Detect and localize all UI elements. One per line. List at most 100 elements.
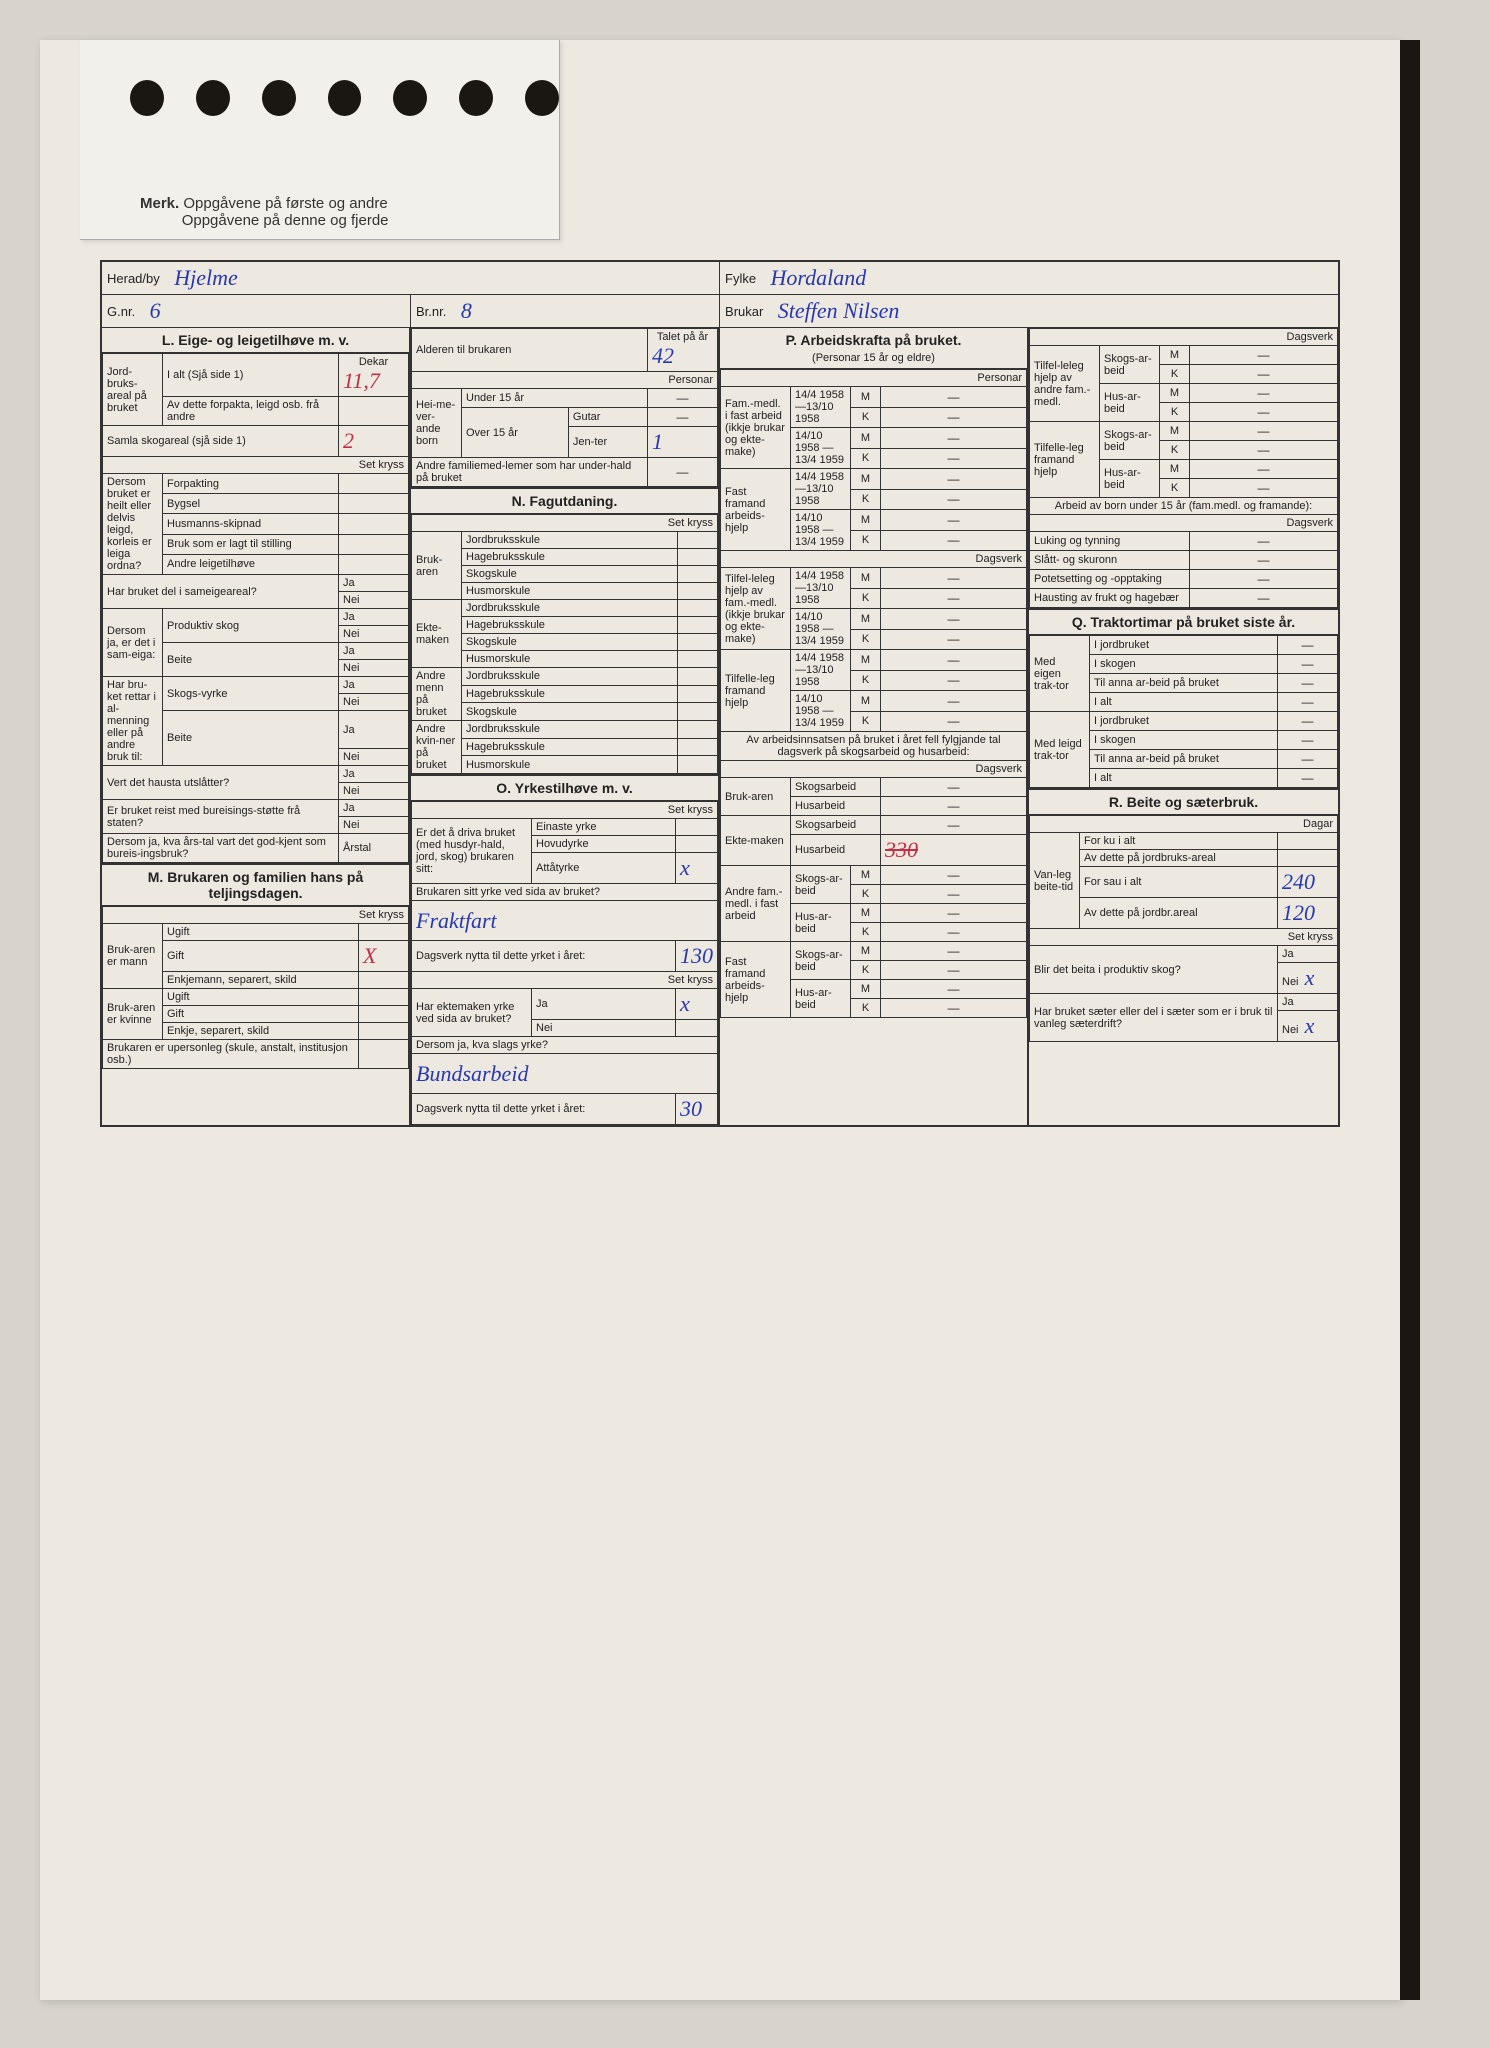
tilfframand: Tilfelle-leg framand hjelp (1030, 422, 1100, 498)
husar: Hus-ar-beid (791, 904, 851, 942)
ialt: I alt (1090, 769, 1278, 788)
talet: Talet på år (652, 331, 713, 343)
andrekvinner: Andre kvin-ner på bruket (412, 721, 462, 774)
skogen: I skogen (1090, 731, 1278, 750)
setkryss: Set kryss (1030, 929, 1338, 946)
hole (393, 80, 427, 116)
fammedl: Fam.-medl. i fast arbeid (ikkje brukar o… (721, 387, 791, 469)
tilfframand: Tilfelle-leg framand hjelp (721, 650, 791, 732)
over15: Over 15 år (462, 408, 569, 458)
atta-mark: x (680, 855, 690, 880)
setkryss: Set kryss (412, 972, 718, 989)
nei: Nei (339, 817, 409, 834)
hagebruksskule: Hagebruksskule (462, 738, 678, 756)
avdette-ku: Av dette på jordbruks-areal (1080, 850, 1278, 867)
ja: Ja (339, 609, 409, 626)
personar: Personar (412, 372, 718, 389)
col-right: Dagsverk Tilfel-leleg hjelp av andre fam… (1029, 328, 1338, 1125)
dekar-label: Dekar (343, 356, 404, 368)
husarbeid: Hus-ar-beid (1100, 384, 1160, 422)
p1958b: 14/10 1958 —13/4 1959 (791, 510, 851, 551)
jordbruksskule: Jordbruksskule (462, 668, 678, 686)
top-tab: Merk. Oppgåvene på første og andre Oppgå… (80, 40, 560, 240)
under15: Under 15 år (462, 389, 648, 408)
M: M (1160, 460, 1190, 479)
jenter-value: 1 (652, 429, 663, 454)
ja: Ja (339, 677, 409, 694)
punch-holes (80, 40, 559, 116)
slags-value: Bundsarbeid (416, 1061, 528, 1086)
leigd: Med leigd trak-tor (1030, 712, 1090, 788)
gnr-value: 6 (150, 298, 161, 324)
main-columns: L. Eige- og leigetilhøve m. v. Jord-bruk… (102, 328, 1338, 1125)
mann-label: Bruk-aren er mann (103, 924, 163, 989)
P-table: Personar Fam.-medl. i fast arbeid (ikkje… (720, 369, 1027, 1018)
husmorskule: Husmorskule (462, 651, 678, 668)
setkryss: Set kryss (103, 907, 409, 924)
Q-table: Med eigen trak-tor I jordbruket— I skoge… (1029, 635, 1338, 788)
born-label: Arbeid av born under 15 år (fam.medl. og… (1030, 498, 1338, 515)
skogen: I skogen (1090, 655, 1278, 674)
nei: Nei (339, 660, 409, 677)
gift: Gift (163, 941, 359, 972)
p1958a: 14/4 1958 —13/10 1958 (791, 568, 851, 609)
jenter: Jen-ter (568, 427, 647, 458)
nei: Nei (339, 592, 409, 609)
M: M (1160, 422, 1190, 441)
andre-leige: Andre leigetilhøve (163, 554, 339, 574)
ialt-label: I alt (Sjå side 1) (163, 354, 339, 397)
N-table: Set kryss Bruk-aren Jordbruksskule Hageb… (411, 514, 718, 774)
K: K (851, 923, 881, 942)
enkje2: Enkje, separert, skild (163, 1023, 359, 1040)
alder-label: Alderen til brukaren (412, 329, 648, 372)
dagsverk: Dagsverk (1030, 515, 1338, 532)
setkryss: Set kryss (412, 515, 718, 532)
einaste: Einaste yrke (532, 819, 676, 836)
nei: Nei (1282, 976, 1299, 988)
setkryss: Set kryss (103, 457, 409, 474)
dersomja-label: Dersom ja, er det i sam-eiga: (103, 609, 163, 677)
produktiv: Produktiv skog (163, 609, 339, 643)
saeter-label: Har bruket sæter eller del i sæter som e… (1030, 994, 1278, 1042)
hole (196, 80, 230, 116)
nei-mark1: x (1305, 965, 1315, 990)
skogsarbeid: Skogsarbeid (791, 816, 881, 835)
K: K (851, 711, 881, 732)
ja: Ja (1282, 996, 1294, 1008)
gutar: Gutar (568, 408, 647, 427)
nei: Nei (339, 749, 409, 766)
O-title: O. Yrkestilhøve m. v. (411, 774, 718, 801)
rettar-label: Har bru-ket rettar i al-menning eller på… (103, 677, 163, 766)
sau: For sau i alt (1080, 867, 1278, 898)
dagsverk: Dagsverk (1030, 329, 1338, 346)
fylke-label: Fylke (725, 271, 756, 286)
ektemaken: Ekte-maken (721, 816, 791, 866)
arstal: Årstal (339, 834, 409, 863)
col-P: P. Arbeidskrafta på bruket. (Personar 15… (720, 328, 1029, 1125)
jordbruks-label: Jord-bruks-areal på bruket (103, 354, 163, 426)
N-title: N. Fagutdaning. (411, 487, 718, 514)
ja: Ja (339, 711, 409, 749)
gift-mark: X (363, 943, 376, 968)
kvinne-label: Bruk-aren er kvinne (103, 989, 163, 1040)
p1958a: 14/4 1958 —13/10 1958 (791, 469, 851, 510)
setkryss: Set kryss (412, 802, 718, 819)
K: K (851, 530, 881, 551)
hole (262, 80, 296, 116)
andrefam: Andre fam.-medl. i fast arbeid (721, 866, 791, 942)
skogskule: Skogskule (462, 703, 678, 721)
skogsarbeid: Skogs-ar-beid (1100, 422, 1160, 460)
M: M (851, 469, 881, 490)
skogsarbeid: Skogs-ar-beid (1100, 346, 1160, 384)
header-row-1: Herad/by Hjelme Fylke Hordaland (102, 262, 1338, 295)
driva-label: Er det å driva bruket (med husdyr-hald, … (412, 819, 532, 884)
dagsverk: Dagsverk (721, 551, 1027, 568)
alder-table: Alderen til brukaren Talet på år 42 Pers… (411, 328, 718, 487)
personar: Personar (721, 370, 1027, 387)
ekte-ja: Ja (532, 989, 676, 1020)
M: M (851, 650, 881, 671)
skogsarbeid: Skogsarbeid (791, 778, 881, 797)
ialt-value: 11,7 (343, 368, 380, 393)
brukaren: Bruk-aren (721, 778, 791, 816)
hole (525, 80, 559, 116)
